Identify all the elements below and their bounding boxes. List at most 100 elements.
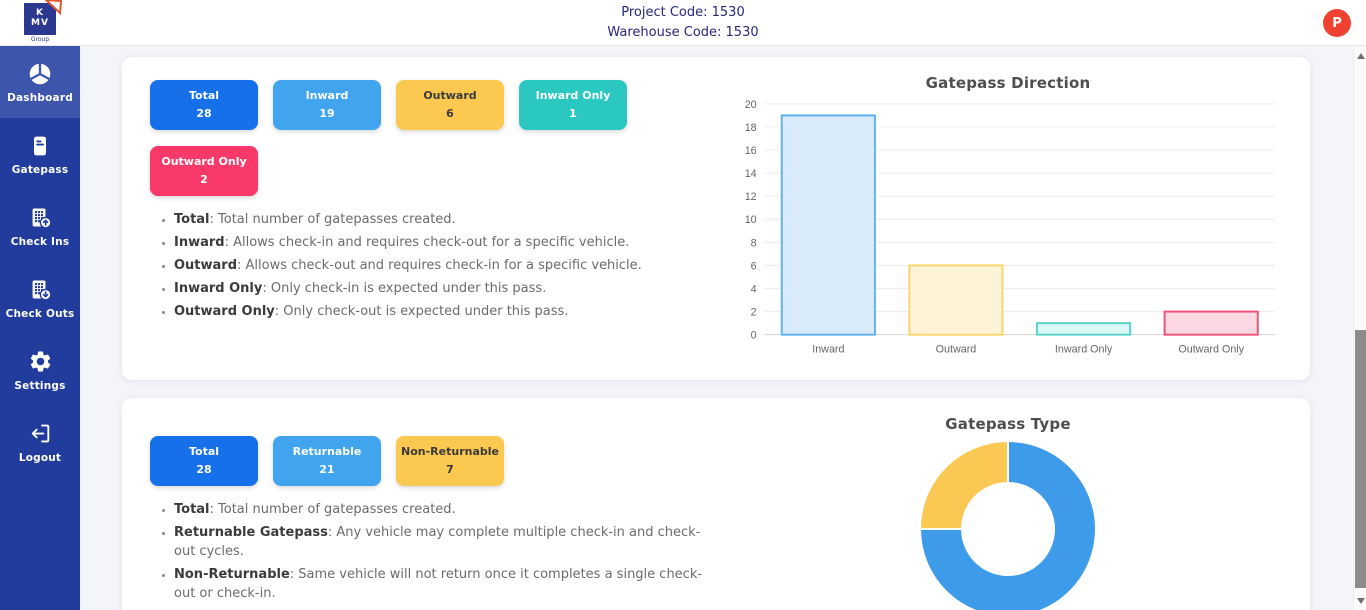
stat-value: 28: [196, 463, 212, 476]
type-card-left: Total 28 Returnable 21 Non-Returnable 7 Total…: [150, 408, 725, 610]
svg-text:8: 8: [751, 237, 757, 249]
svg-text:12: 12: [745, 191, 757, 203]
stat-button-outward-direction[interactable]: Outward 6: [396, 80, 504, 130]
stat-buttons-type: Total 28 Returnable 21 Non-Returnable 7: [150, 436, 655, 486]
svg-text:20: 20: [745, 99, 757, 111]
pie-chart-icon: [27, 61, 53, 87]
stat-button-inward-direction[interactable]: Inward 19: [273, 80, 381, 130]
sidebar-item-label: Check Ins: [10, 235, 70, 248]
legend-term: Returnable Gatepass: [174, 524, 328, 540]
sidebar-item-settings[interactable]: Settings: [0, 334, 80, 406]
scroll-down-arrow-icon[interactable]: [1354, 593, 1366, 608]
stat-value: 7: [446, 463, 454, 476]
sidebar-item-check-ins[interactable]: Check Ins: [0, 190, 80, 262]
top-header: K MV Group Project Code: 1530 Warehouse …: [0, 0, 1366, 46]
vertical-scrollbar[interactable]: [1353, 46, 1366, 610]
legend-term: Non-Returnable: [174, 566, 290, 582]
legend-item: Outward Only: Only check-out is expected…: [174, 303, 720, 322]
stat-label: Outward Only: [161, 155, 247, 169]
stat-button-inward-only-direction[interactable]: Inward Only 1: [519, 80, 627, 130]
svg-text:2: 2: [751, 306, 757, 318]
kmv-logo[interactable]: K MV Group: [18, 0, 63, 43]
legend-term: Inward: [174, 234, 225, 250]
stat-label: Total: [188, 89, 220, 103]
user-avatar[interactable]: P: [1323, 9, 1351, 37]
direction-card-left: Total 28 Inward 19 Outward 6 Inward Only 1 Outwa…: [150, 67, 725, 364]
svg-text:4: 4: [751, 283, 757, 295]
sidebar-item-label: Check Outs: [5, 307, 75, 320]
svg-text:Inward Only: Inward Only: [1055, 343, 1113, 355]
stat-value: 2: [200, 173, 208, 186]
legend-term: Total: [174, 212, 210, 227]
legend-list-type: Total: Total number of gatepasses create…: [150, 501, 720, 604]
legend-item: Total: Total number of gatepasses create…: [174, 211, 720, 230]
stat-button-total-type[interactable]: Total 28: [150, 436, 258, 486]
header-codes: Project Code: 1530 Warehouse Code: 1530: [607, 3, 758, 42]
stat-button-non-returnable-type[interactable]: Non-Returnable 7: [396, 436, 504, 486]
legend-item: Returnable Gatepass: Any vehicle may com…: [174, 524, 720, 562]
gatepass-type-card: Total 28 Returnable 21 Non-Returnable 7 Total…: [122, 398, 1310, 610]
stat-label: Non-Returnable: [401, 445, 499, 459]
sidebar-item-check-outs[interactable]: Check Outs: [0, 262, 80, 334]
legend-term: Inward Only: [174, 280, 263, 296]
legend-item: Outward: Allows check-out and requires c…: [174, 257, 720, 276]
legend-desc: : Allows check-in and requires check-out…: [224, 234, 630, 250]
stat-value: 28: [196, 107, 212, 120]
donut-chart-svg: [918, 439, 1097, 610]
svg-text:10: 10: [745, 214, 757, 226]
sidebar-item-gatepass[interactable]: Gatepass: [0, 118, 80, 190]
legend-desc: : Any vehicle may complete multiple chec…: [174, 524, 701, 559]
main-content: Total 28 Inward 19 Outward 6 Inward Only 1 Outwa…: [80, 46, 1353, 610]
svg-text:14: 14: [745, 168, 757, 180]
gatepass-icon: [28, 133, 52, 159]
legend-desc: : Only check-out is expected under this …: [274, 303, 569, 319]
bar-chart-svg: 0 2 4 6 8 10 12 14 16 18 20 Inward Outward Inward Onl…: [745, 99, 1275, 355]
logo-line2: MV: [31, 18, 49, 28]
stat-button-outward-only-direction[interactable]: Outward Only 2: [150, 146, 258, 196]
project-code-text: Project Code: 1530: [621, 5, 745, 20]
svg-text:16: 16: [745, 145, 757, 157]
donut-chart-title: Gatepass Type: [945, 415, 1071, 433]
stat-value: 1: [569, 107, 577, 120]
scrollbar-thumb[interactable]: [1355, 330, 1366, 588]
logo-flag-icon: [45, 0, 63, 15]
direction-card-right: Gatepass Direction 0 2 4 6 8 10 12 14 16 18 20 Inwa…: [725, 67, 1291, 364]
logo-line1: K: [36, 8, 44, 19]
gear-icon: [28, 349, 53, 375]
type-card-right: Gatepass Type: [725, 408, 1291, 610]
svg-text:18: 18: [745, 122, 757, 134]
gatepass-direction-card: Total 28 Inward 19 Outward 6 Inward Only 1 Outwa…: [122, 57, 1310, 380]
legend-item: Non-Returnable: Same vehicle will not re…: [174, 566, 720, 604]
stat-value: 19: [319, 107, 335, 120]
legend-desc: : Allows check-out and requires check-in…: [237, 257, 642, 273]
bar-chart-title: Gatepass Direction: [925, 74, 1091, 92]
sidebar-item-logout[interactable]: Logout: [0, 406, 80, 478]
stat-button-returnable-type[interactable]: Returnable 21: [273, 436, 381, 486]
legend-desc: : Only check-in is expected under this p…: [262, 280, 547, 296]
sidebar-nav: Dashboard Gatepass Check Ins Check Outs Sett…: [0, 46, 80, 610]
kmv-logo-mark: K MV: [24, 0, 63, 35]
scroll-up-arrow-icon[interactable]: [1354, 48, 1366, 63]
legend-term: Total: [174, 502, 210, 517]
logo-subtitle: Group: [30, 36, 50, 43]
stat-label: Returnable: [292, 445, 362, 459]
legend-desc: : Total number of gatepasses created.: [209, 212, 456, 227]
stat-label: Inward Only: [535, 89, 611, 103]
legend-item: Inward Only: Only check-in is expected u…: [174, 280, 720, 299]
legend-desc: : Total number of gatepasses created.: [209, 502, 456, 517]
legend-item: Inward: Allows check-in and requires che…: [174, 234, 720, 253]
stat-button-total-direction[interactable]: Total 28: [150, 80, 258, 130]
svg-text:Outward Only: Outward Only: [1178, 343, 1244, 355]
sidebar-item-label: Dashboard: [7, 91, 73, 104]
sidebar-item-label: Logout: [18, 451, 62, 464]
legend-list-direction: Total: Total number of gatepasses create…: [150, 211, 720, 322]
legend-desc: : Same vehicle will not return once it c…: [174, 566, 703, 601]
stat-label: Total: [188, 445, 220, 459]
building-check-out-icon: [28, 277, 53, 303]
logout-icon: [28, 421, 53, 447]
sidebar-item-label: Gatepass: [11, 163, 69, 176]
sidebar-item-dashboard[interactable]: Dashboard: [0, 46, 80, 118]
building-check-in-icon: [28, 205, 53, 231]
sidebar-item-label: Settings: [14, 379, 66, 392]
legend-term: Outward Only: [174, 303, 275, 319]
